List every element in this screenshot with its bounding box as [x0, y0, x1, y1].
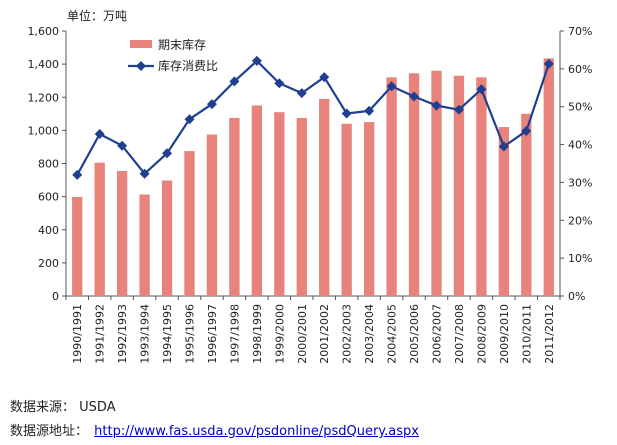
x-axis-tick-label: 1992/1993 — [116, 304, 129, 364]
bar — [319, 98, 330, 296]
ratio-point — [229, 76, 240, 87]
unit-label: 单位：万吨 — [67, 8, 127, 23]
source-label: 数据来源： — [10, 400, 76, 415]
ratio-point — [453, 104, 464, 115]
bar — [184, 151, 195, 296]
x-axis-tick-label: 1997/1998 — [228, 304, 241, 364]
left-axis-tick-label: 1,200 — [28, 91, 60, 104]
bar — [431, 70, 442, 296]
bar — [296, 117, 307, 296]
ratio-point — [521, 125, 532, 136]
left-axis-tick-label: 800 — [38, 158, 59, 171]
right-axis-tick-label: 10% — [568, 252, 592, 265]
x-axis-tick-label: 2006/2007 — [431, 304, 444, 364]
ratio-point — [139, 168, 150, 179]
x-axis-tick-label: 1998/1999 — [251, 304, 264, 364]
x-axis-tick-label: 1999/2000 — [273, 304, 286, 364]
ratio-point — [431, 100, 442, 111]
right-axis-tick-label: 30% — [568, 176, 592, 189]
left-axis-tick-label: 400 — [38, 224, 59, 237]
x-axis-tick-label: 2011/2012 — [543, 304, 556, 364]
ratio-point — [364, 105, 375, 116]
legend-line-label: 库存消费比 — [158, 58, 218, 73]
x-axis-tick-label: 2001/2002 — [318, 304, 331, 364]
x-axis-tick-label: 1996/1997 — [206, 304, 219, 364]
x-axis-tick-label: 2002/2003 — [341, 304, 354, 364]
x-axis-tick-label: 2007/2008 — [453, 304, 466, 364]
bar — [116, 170, 128, 296]
url-row: 数据源地址： http://www.fas.usda.gov/psdonline… — [10, 423, 419, 441]
bar — [139, 194, 150, 296]
ratio-point — [251, 55, 262, 66]
x-axis-tick-label: 1991/1992 — [94, 304, 107, 364]
ratio-point — [72, 169, 83, 180]
legend-line-marker — [136, 61, 146, 71]
x-axis-tick-label: 2003/2004 — [363, 304, 376, 364]
left-axis-tick-label: 600 — [38, 191, 59, 204]
x-axis-tick-label: 2000/2001 — [296, 304, 309, 364]
ratio-point — [409, 91, 420, 102]
bar — [251, 105, 263, 296]
left-axis-tick-label: 1,400 — [28, 58, 60, 71]
right-axis-tick-label: 40% — [568, 139, 592, 152]
x-axis-tick-label: 1993/1994 — [139, 304, 152, 364]
right-axis-tick-label: 20% — [568, 214, 592, 227]
bar — [94, 162, 105, 296]
ratio-point — [296, 88, 307, 99]
x-axis-tick-label: 2008/2009 — [475, 304, 488, 364]
bar — [72, 196, 83, 296]
ratio-point — [543, 58, 554, 69]
bar — [453, 75, 465, 296]
source-value: USDA — [79, 400, 116, 415]
bar — [498, 127, 510, 296]
ratio-point — [498, 141, 509, 152]
ratio-point — [274, 78, 285, 89]
ratio-point — [117, 140, 128, 151]
x-axis-tick-label: 1990/1991 — [71, 304, 84, 364]
ratio-point — [386, 81, 397, 92]
bar — [363, 122, 375, 296]
bar — [521, 113, 532, 296]
bar — [408, 73, 420, 296]
url-label: 数据源地址： — [10, 424, 89, 439]
bar — [543, 58, 554, 296]
legend-bar-label: 期末库存 — [158, 37, 206, 52]
legend-bar-swatch — [130, 40, 152, 48]
ratio-point — [184, 114, 195, 125]
right-axis-tick-label: 60% — [568, 63, 592, 76]
x-axis-tick-label: 2010/2011 — [520, 304, 533, 364]
bar — [229, 117, 240, 296]
right-axis-tick-label: 0% — [568, 290, 585, 303]
left-axis-tick-label: 200 — [38, 257, 59, 270]
ratio-point — [94, 128, 105, 139]
bar — [386, 77, 397, 296]
ratio-point — [341, 108, 352, 119]
bar — [341, 123, 352, 296]
source-url-link[interactable]: http://www.fas.usda.gov/psdonline/psdQue… — [94, 424, 419, 439]
left-axis-tick-label: 0 — [52, 290, 59, 303]
left-axis-tick-label: 1,600 — [28, 25, 60, 38]
x-axis-tick-label: 2004/2005 — [386, 304, 399, 364]
bar — [161, 180, 173, 296]
bar — [206, 134, 218, 296]
bar — [274, 112, 285, 296]
x-axis-tick-label: 1995/1996 — [184, 304, 197, 364]
right-axis-tick-label: 50% — [568, 101, 592, 114]
x-axis-tick-label: 1994/1995 — [161, 304, 174, 364]
right-axis-tick-label: 70% — [568, 25, 592, 38]
x-axis-tick-label: 2009/2010 — [498, 304, 511, 364]
x-axis-tick-label: 2005/2006 — [408, 304, 421, 364]
source-row: 数据来源： USDA — [10, 399, 116, 417]
ratio-point — [476, 84, 487, 95]
ratio-line — [76, 59, 550, 176]
ratio-point — [206, 99, 217, 110]
ratio-point — [162, 148, 173, 159]
ratio-point — [319, 72, 330, 83]
bar — [476, 77, 487, 296]
left-axis-tick-label: 1,000 — [28, 124, 60, 137]
